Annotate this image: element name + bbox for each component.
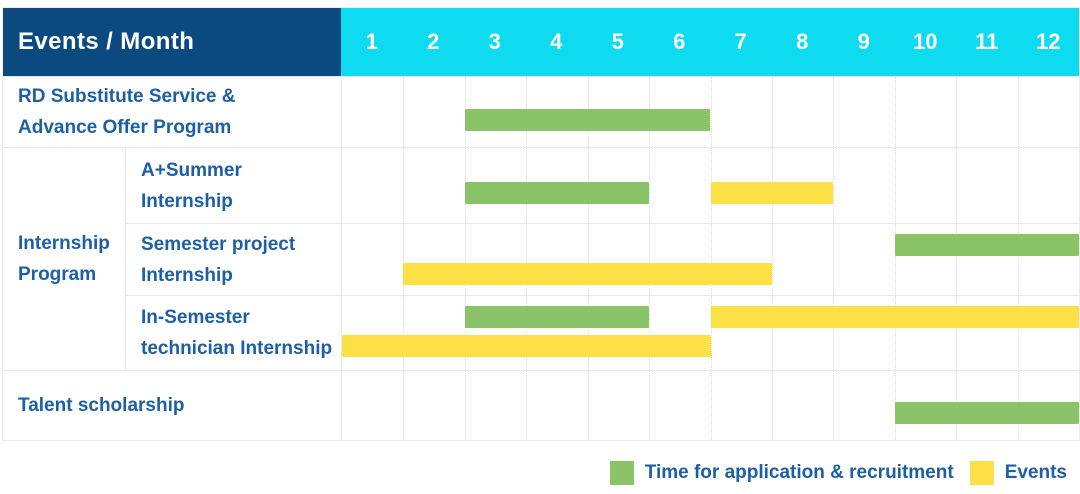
event-bar bbox=[342, 335, 711, 357]
recruitment-bar bbox=[894, 402, 1079, 424]
month-gridline bbox=[587, 371, 589, 440]
row-label-cell: In-Semester technician Internship bbox=[125, 295, 341, 370]
month-gridline bbox=[833, 224, 835, 295]
month-label: 4 bbox=[550, 29, 563, 54]
timeline-cell bbox=[341, 223, 1079, 295]
row-label-line: Advance Offer Program bbox=[18, 117, 232, 138]
event-bar bbox=[403, 263, 772, 285]
month-label: 3 bbox=[488, 29, 501, 54]
month-label: 7 bbox=[734, 29, 747, 54]
month-gridline bbox=[403, 77, 405, 147]
month-gridline bbox=[833, 296, 835, 370]
row-label-line: Talent scholarship bbox=[18, 395, 185, 416]
row-label-line: A+Summer bbox=[141, 159, 242, 181]
month-gridline bbox=[956, 148, 958, 223]
month-gridline bbox=[649, 371, 651, 440]
month-gridline bbox=[403, 296, 405, 370]
month-gridline bbox=[587, 224, 589, 295]
month-gridline bbox=[464, 371, 466, 440]
month-label: 1 bbox=[365, 29, 378, 54]
month-gridline bbox=[710, 224, 712, 295]
month-gridline bbox=[464, 224, 466, 295]
month-label: 5 bbox=[611, 29, 624, 54]
row-label-line: In-Semester bbox=[141, 307, 250, 328]
month-gridline bbox=[403, 148, 405, 223]
month-label: 10 bbox=[913, 29, 938, 54]
legend-label-events: Events bbox=[1004, 462, 1067, 483]
events-month-header: Events / Month bbox=[3, 8, 341, 76]
row-label-line: technician Internship bbox=[141, 338, 333, 359]
row-label-cell: RD Substitute Service & Advance Offer Pro… bbox=[3, 76, 341, 147]
row-label-line: Internship bbox=[141, 264, 233, 286]
month-header: 1 2 3 4 5 6 7 8 9 10 11 12 bbox=[341, 8, 1079, 76]
month-gridline bbox=[526, 371, 528, 440]
legend-label-recruitment: Time for application & recruitment bbox=[644, 462, 954, 483]
month-gridline bbox=[833, 77, 835, 147]
timeline-cell bbox=[341, 295, 1079, 370]
row-label-cell: A+Summer Internship bbox=[125, 147, 341, 223]
events-swatch-icon bbox=[969, 461, 994, 485]
month-gridline bbox=[649, 224, 651, 295]
group-label-line: Internship bbox=[18, 233, 110, 254]
month-gridline bbox=[649, 148, 651, 223]
month-gridline bbox=[894, 296, 896, 370]
month-gridline bbox=[771, 224, 773, 295]
month-label: 11 bbox=[975, 29, 999, 54]
legend: Time for application & recruitment Event… bbox=[609, 461, 1067, 485]
month-gridline bbox=[710, 371, 712, 440]
group-label-cell: Internship Program bbox=[3, 147, 125, 370]
row-label-cell: Talent scholarship bbox=[3, 370, 341, 440]
group-label-line: Program bbox=[18, 264, 97, 285]
row-label-line: RD Substitute Service & bbox=[18, 86, 236, 107]
legend-item-recruitment: Time for application & recruitment bbox=[609, 461, 954, 485]
timeline-cell bbox=[341, 370, 1079, 440]
month-label: 8 bbox=[796, 29, 809, 54]
month-label: 6 bbox=[673, 29, 686, 54]
recruitment-bar bbox=[464, 182, 650, 204]
timeline-cell bbox=[341, 76, 1079, 147]
month-gridline bbox=[1017, 77, 1019, 147]
row-label-line: Internship bbox=[141, 190, 233, 212]
month-gridline bbox=[771, 296, 773, 370]
row-label-line: Semester project bbox=[141, 233, 296, 255]
recruitment-bar bbox=[464, 306, 650, 328]
month-gridline bbox=[894, 77, 896, 147]
event-bar bbox=[710, 182, 834, 204]
month-gridline bbox=[710, 296, 712, 370]
month-gridline bbox=[649, 296, 651, 370]
timeline-cell bbox=[341, 147, 1079, 223]
legend-item-events: Events bbox=[969, 461, 1067, 485]
recruitment-bar bbox=[894, 234, 1079, 256]
month-gridline bbox=[403, 371, 405, 440]
recruitment-swatch-icon bbox=[609, 461, 634, 485]
month-label: 12 bbox=[1036, 29, 1061, 54]
month-gridline bbox=[956, 77, 958, 147]
month-gridline bbox=[833, 148, 835, 223]
month-gridline bbox=[771, 77, 773, 147]
row-label-cell: Semester project Internship bbox=[125, 223, 341, 295]
month-label: 9 bbox=[857, 29, 870, 54]
month-gridline bbox=[833, 371, 835, 440]
month-gridline bbox=[956, 296, 958, 370]
month-gridline bbox=[1017, 224, 1019, 295]
month-gridline bbox=[710, 77, 712, 147]
month-gridline bbox=[894, 148, 896, 223]
month-gridline bbox=[587, 296, 589, 370]
month-gridline bbox=[771, 371, 773, 440]
month-gridline bbox=[464, 296, 466, 370]
month-gridline bbox=[894, 224, 896, 295]
month-gridline bbox=[526, 296, 528, 370]
month-gridline bbox=[403, 224, 405, 295]
month-gridline bbox=[1017, 148, 1019, 223]
month-gridline bbox=[956, 224, 958, 295]
event-bar bbox=[710, 306, 1079, 328]
month-gridline bbox=[526, 224, 528, 295]
month-gridline bbox=[1017, 296, 1019, 370]
recruitment-bar bbox=[464, 109, 711, 131]
month-label: 2 bbox=[427, 29, 440, 54]
gantt-table: Events / Month 1 2 3 4 5 6 7 8 9 10 11 12 RD Substi… bbox=[2, 7, 1080, 441]
